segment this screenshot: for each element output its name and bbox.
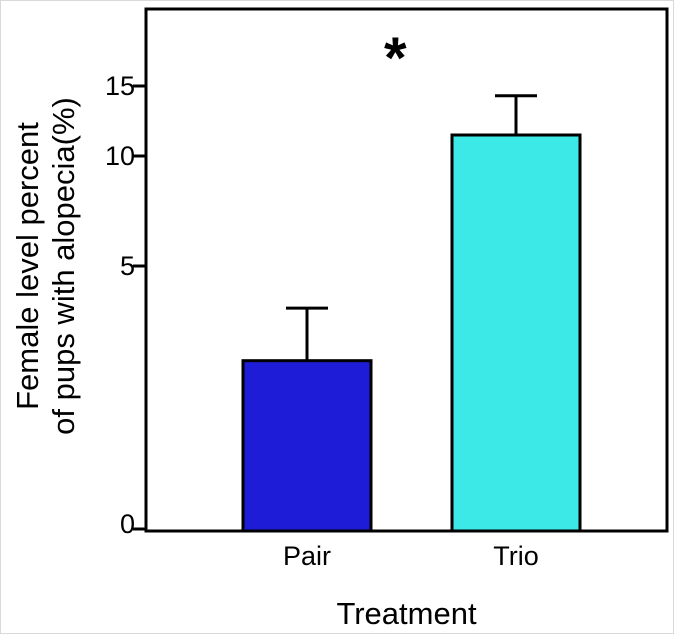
x-axis-title: Treatment [336, 596, 477, 631]
bar-pair [241, 359, 373, 533]
y-tick-label-15: 15 [104, 71, 135, 101]
y-tick-label-10: 10 [104, 141, 135, 171]
plot-frame [144, 7, 669, 533]
x-tick-label-trio: Trio [493, 541, 539, 571]
significance-asterisk: * [384, 26, 407, 91]
y-tick-label-0: 0 [119, 509, 135, 539]
x-tick-label-pair: Pair [282, 541, 331, 571]
y-tick-label-5: 5 [119, 251, 135, 281]
bar-trio [450, 133, 582, 533]
